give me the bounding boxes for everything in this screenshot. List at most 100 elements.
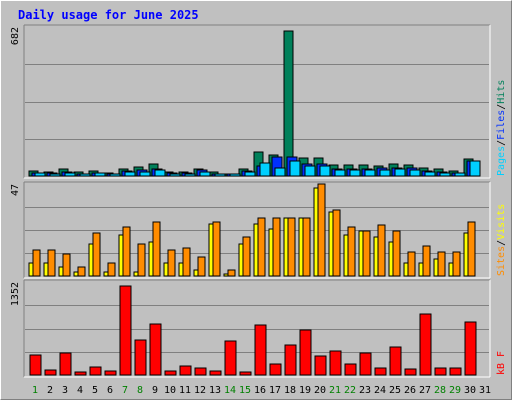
- bar-sites: [257, 217, 266, 277]
- y-max-label: 682: [10, 27, 21, 45]
- bar-hits: [283, 30, 294, 177]
- bar-kb-f: [389, 346, 402, 376]
- legend-entry: /: [496, 104, 507, 110]
- legend-entry: Pages: [496, 146, 507, 176]
- bar-pages: [64, 172, 76, 177]
- x-tick-label: 17: [269, 385, 281, 396]
- bar-kb-f: [44, 369, 57, 376]
- bar-sites: [452, 251, 461, 277]
- bar-sites: [212, 221, 221, 277]
- x-tick-label: 24: [374, 385, 386, 396]
- bar-sites: [437, 251, 446, 277]
- bar-pages: [244, 171, 256, 177]
- bar-sites: [287, 217, 296, 277]
- x-tick-label: 18: [284, 385, 296, 396]
- bar-sites: [227, 269, 236, 277]
- x-tick-label: 2: [47, 385, 53, 396]
- bar-pages: [469, 160, 481, 177]
- bar-pages: [409, 169, 421, 177]
- bar-sites: [422, 245, 431, 277]
- legend-pages-files-hits: Pages/Files/Hits: [496, 80, 507, 176]
- legend-sites-visits: Sites/Visits: [496, 204, 507, 276]
- bar-kb-f: [194, 367, 207, 376]
- bar-kb-f: [179, 365, 192, 376]
- bar-sites: [152, 221, 161, 277]
- legend-entry: /: [496, 140, 507, 146]
- bar-sites: [47, 249, 56, 277]
- bar-pages: [259, 162, 271, 177]
- bar-pages: [394, 168, 406, 177]
- bar-sites: [107, 262, 116, 277]
- bar-kb-f: [74, 371, 87, 376]
- bar-sites: [92, 232, 101, 277]
- bar-kb-f: [299, 329, 312, 376]
- bar-kb-f: [359, 352, 372, 376]
- bar-kb-f: [104, 370, 117, 376]
- bar-kb-f: [224, 340, 237, 376]
- bar-pages: [229, 173, 241, 177]
- bar-sites: [182, 247, 191, 277]
- bar-kb-f: [434, 367, 447, 376]
- x-tick-label: 19: [299, 385, 311, 396]
- bar-sites: [347, 226, 356, 277]
- bar-kb-f: [119, 285, 132, 376]
- bar-kb-f: [89, 366, 102, 376]
- x-tick-label: 12: [194, 385, 206, 396]
- legend-entry: Sites: [496, 246, 507, 276]
- bar-kb-f: [239, 371, 252, 376]
- bar-pages: [184, 173, 196, 177]
- bar-pages: [379, 169, 391, 177]
- legend-kbytes: kB F: [496, 351, 507, 375]
- bar-pages: [109, 173, 121, 177]
- x-tick-label: 14: [224, 385, 236, 396]
- bar-pages: [454, 172, 466, 177]
- bar-sites: [122, 226, 131, 277]
- bar-sites: [272, 217, 281, 277]
- bar-pages: [319, 165, 331, 177]
- bar-pages: [289, 160, 301, 177]
- bar-kb-f: [329, 350, 342, 376]
- bar-pages: [94, 172, 106, 177]
- legend-entry: Files: [496, 110, 507, 140]
- bar-sites: [317, 183, 326, 277]
- x-tick-label: 26: [404, 385, 416, 396]
- x-tick-label: 29: [449, 385, 461, 396]
- bar-sites: [362, 230, 371, 277]
- x-tick-label: 23: [359, 385, 371, 396]
- legend-entry: kB F: [496, 351, 507, 375]
- y-max-label: 1352: [10, 282, 21, 306]
- bar-kb-f: [209, 370, 222, 376]
- y-max-label: 47: [10, 184, 21, 196]
- bar-pages: [274, 167, 286, 177]
- bar-sites: [407, 251, 416, 277]
- x-tick-label: 10: [164, 385, 176, 396]
- bar-pages: [34, 172, 46, 177]
- x-tick-label: 7: [122, 385, 128, 396]
- bar-kb-f: [449, 367, 462, 376]
- x-tick-label: 13: [209, 385, 221, 396]
- bar-pages: [424, 171, 436, 177]
- bar-pages: [139, 171, 151, 177]
- bar-kb-f: [59, 352, 72, 376]
- x-tick-label: 16: [254, 385, 266, 396]
- x-tick-label: 30: [464, 385, 476, 396]
- bar-sites: [467, 221, 476, 277]
- bar-pages: [334, 169, 346, 177]
- bar-sites: [242, 236, 251, 277]
- x-tick-label: 3: [62, 385, 68, 396]
- bar-pages: [154, 169, 166, 177]
- bar-kb-f: [164, 370, 177, 376]
- bar-pages: [364, 169, 376, 177]
- bar-sites: [392, 230, 401, 277]
- bar-pages: [349, 169, 361, 177]
- x-tick-label: 9: [152, 385, 158, 396]
- x-tick-label: 20: [314, 385, 326, 396]
- bar-kb-f: [149, 323, 162, 376]
- x-tick-label: 25: [389, 385, 401, 396]
- bar-pages: [304, 165, 316, 177]
- x-tick-label: 5: [92, 385, 98, 396]
- bar-sites: [62, 253, 71, 277]
- legend-entry: Visits: [496, 204, 507, 240]
- legend-entry: /: [496, 240, 507, 246]
- bar-kb-f: [404, 368, 417, 376]
